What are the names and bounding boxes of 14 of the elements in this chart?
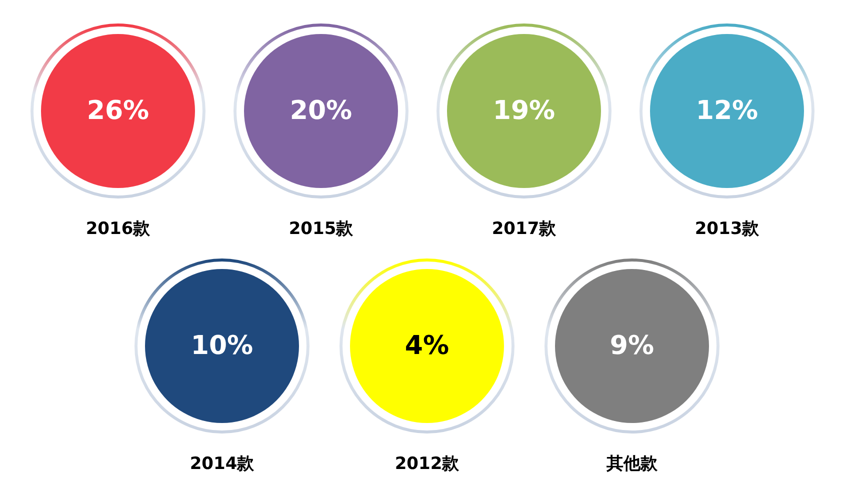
data-label: 26% <box>86 95 150 128</box>
category-label: 2015款 <box>288 218 354 240</box>
data-label: 10% <box>190 330 254 363</box>
data-label: 20% <box>288 95 354 128</box>
data-label: 4% <box>404 330 450 363</box>
data-label: 12% <box>694 95 760 128</box>
category-label: 其他款 <box>606 453 658 475</box>
category-label: 2017款 <box>490 218 558 240</box>
category-label: 2013款 <box>694 218 760 240</box>
data-label: 9% <box>608 330 656 363</box>
category-label: 2014款 <box>188 453 256 475</box>
category-label: 2016款 <box>84 218 152 240</box>
category-label: 2012款 <box>394 453 460 475</box>
data-label: 19% <box>492 95 556 128</box>
